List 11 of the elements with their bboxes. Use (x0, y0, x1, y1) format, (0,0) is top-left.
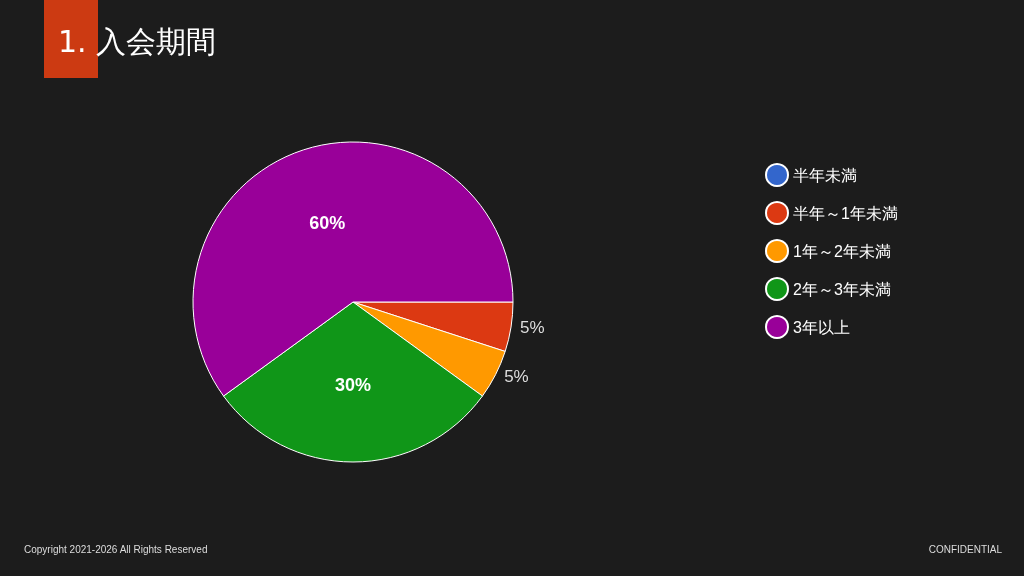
legend-label: 半年～1年未満 (793, 204, 898, 222)
legend-label: 3年以上 (793, 318, 850, 336)
text: Copyright 2021-2026 All Rights Reserved (24, 544, 208, 555)
legend-label: 1年～2年未満 (793, 242, 891, 260)
text: CONFIDENTIAL (928, 544, 1002, 555)
data-label: 5% (519, 318, 545, 338)
legend-label: 半年未満 (793, 166, 857, 184)
data-label: 5% (504, 366, 529, 386)
data-label: 30% (334, 375, 372, 395)
legend-label: 2年～3年未満 (793, 280, 891, 298)
data-label: 60% (309, 213, 346, 234)
